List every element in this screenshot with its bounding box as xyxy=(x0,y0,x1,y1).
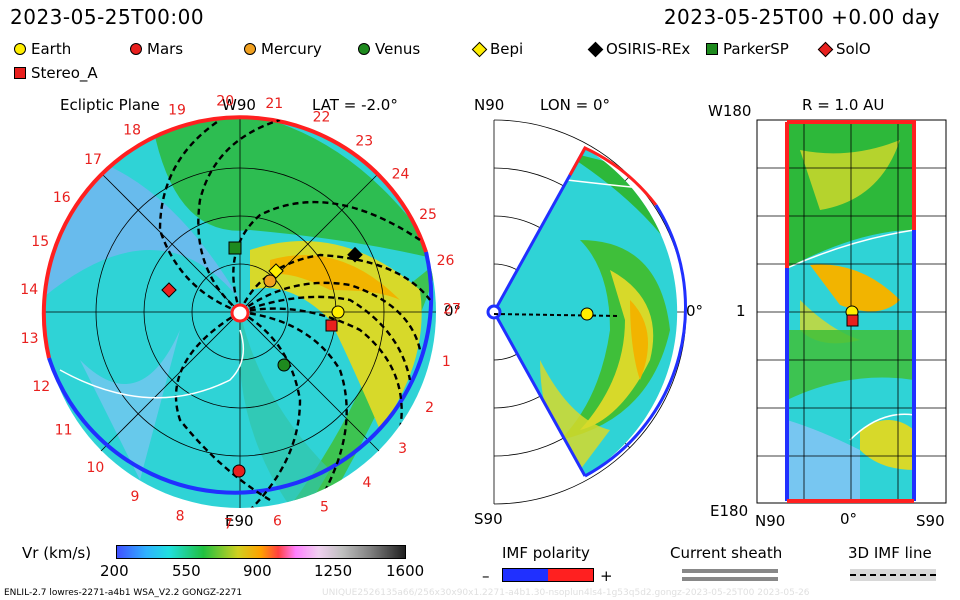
legend-item-osiris-rex: OSIRIS-REx xyxy=(587,40,690,58)
solo-marker-icon xyxy=(817,41,834,57)
carrington-label: 11 xyxy=(55,423,73,439)
meridional-sun-icon xyxy=(486,304,502,320)
colorbar-tick-200: 200 xyxy=(100,562,129,580)
venus-marker-icon xyxy=(358,43,370,55)
imf-minus-label: – xyxy=(482,567,490,585)
stereo-a-icon xyxy=(325,319,338,332)
carrington-label: 14 xyxy=(20,282,38,298)
legend-item-mercury: Mercury xyxy=(244,40,322,58)
mercury-icon xyxy=(263,274,277,288)
carrington-label: 17 xyxy=(84,152,102,168)
colorbar-tick-1250: 1250 xyxy=(314,562,353,580)
imf-polarity-title: IMF polarity xyxy=(502,544,590,562)
sphere-map-plot xyxy=(756,119,947,504)
colorbar-label: Vr (km/s) xyxy=(22,544,92,562)
carrington-label: 24 xyxy=(392,167,410,183)
ecliptic-title: Ecliptic Plane xyxy=(60,96,160,114)
imf-3d-line-title: 3D IMF line xyxy=(848,544,932,562)
ecliptic-lat: LAT = -2.0° xyxy=(312,96,398,114)
carrington-label: 13 xyxy=(21,331,39,347)
carrington-label: 8 xyxy=(176,508,185,524)
colorbar-tick-550: 550 xyxy=(172,562,201,580)
legend-item-bepi: Bepi xyxy=(471,40,523,58)
carrington-label: 26 xyxy=(437,253,455,269)
carrington-label: 6 xyxy=(273,514,282,530)
earth-icon xyxy=(331,305,345,319)
current-sheath-swatch xyxy=(682,569,778,581)
meridional-bottom-label: S90 xyxy=(474,510,503,528)
current-sheath-title: Current sheath xyxy=(670,544,783,562)
sphere-top-left-label: W180 xyxy=(708,102,752,120)
carrington-label: 5 xyxy=(320,499,329,515)
solo-icon xyxy=(161,282,177,298)
meridional-right-label: 0° xyxy=(686,302,704,320)
carrington-label: 7 xyxy=(224,517,233,530)
sphere-stereo-a-icon xyxy=(846,314,859,327)
timestamp: 2023-05-25T00:00 xyxy=(10,5,205,29)
carrington-label: 25 xyxy=(419,207,437,223)
osiris-rex-icon xyxy=(347,246,363,263)
carrington-label: 1 xyxy=(442,354,451,370)
legend-item-earth: Earth xyxy=(14,40,71,58)
carrington-label: 27 xyxy=(443,302,461,318)
imf-positive-swatch xyxy=(548,569,593,581)
colorbar-tick-1600: 1600 xyxy=(386,562,425,580)
sphere-radius: R = 1.0 AU xyxy=(802,96,885,114)
carrington-label: 9 xyxy=(131,489,140,505)
run-time: 2023-05-25T00 +0.00 day xyxy=(663,5,940,29)
bepi-marker-icon xyxy=(471,41,488,57)
model-info: ENLIL-2.7 lowres-2271-a4b1 WSA_V2.2 GONG… xyxy=(4,588,243,598)
legend-item-stereo-a: Stereo_A xyxy=(14,64,98,82)
legend-item-venus: Venus xyxy=(358,40,420,58)
sphere-xtick-s90: S90 xyxy=(916,512,945,530)
run-identifier: UNIQUE2526135a66/256x30x90x1.2271-a4b1.3… xyxy=(322,588,810,598)
carrington-label: 16 xyxy=(53,190,71,206)
osiris-rex-marker-icon xyxy=(587,41,604,57)
stereo-a-marker-icon xyxy=(14,67,26,79)
mars-marker-icon xyxy=(130,43,142,55)
ecliptic-right-label: 0° xyxy=(444,302,462,320)
carrington-label: 2 xyxy=(425,400,434,416)
mars-icon xyxy=(232,464,246,478)
meridional-top-label: N90 xyxy=(474,96,505,114)
legend-item-parkersp: ParkerSP xyxy=(706,40,789,58)
carrington-label: 19 xyxy=(168,103,186,119)
carrington-label: 12 xyxy=(32,379,50,395)
venus-icon xyxy=(277,358,291,372)
meridional-lon: LON = 0° xyxy=(540,96,610,114)
meridional-earth-icon xyxy=(580,307,594,321)
imf-plus-label: + xyxy=(600,567,613,585)
sphere-xtick-n90: N90 xyxy=(755,512,786,530)
carrington-label: 4 xyxy=(363,475,372,491)
sun-icon xyxy=(230,303,250,323)
colorbar-tick-900: 900 xyxy=(243,562,272,580)
ecliptic-top-label: W90 xyxy=(222,96,256,114)
parkersp-icon xyxy=(228,241,242,255)
legend-item-mars: Mars xyxy=(130,40,183,58)
carrington-label: 20 xyxy=(216,94,234,110)
carrington-label: 21 xyxy=(265,96,283,112)
legend-item-solo: SolO xyxy=(817,40,871,58)
carrington-label: 15 xyxy=(31,234,49,250)
parkersp-marker-icon xyxy=(706,43,718,55)
earth-marker-icon xyxy=(14,43,26,55)
carrington-label: 3 xyxy=(398,441,407,457)
imf-polarity-bar xyxy=(502,568,594,582)
carrington-label: 10 xyxy=(86,460,104,476)
ecliptic-bottom-label: E90 xyxy=(225,512,254,530)
carrington-label: 18 xyxy=(123,123,141,139)
carrington-label: 23 xyxy=(355,133,373,149)
sphere-xtick-0: 0° xyxy=(840,510,858,528)
imf-negative-swatch xyxy=(503,569,548,581)
sphere-bottom-left-label: E180 xyxy=(710,502,749,520)
mercury-marker-icon xyxy=(244,43,256,55)
carrington-label: 22 xyxy=(313,109,331,125)
meridional-plane-plot xyxy=(486,119,687,505)
velocity-colorbar xyxy=(116,545,406,559)
bepi-icon xyxy=(268,263,284,279)
imf-3d-line-swatch xyxy=(850,569,936,581)
sphere-mid-left-label: 1 xyxy=(736,302,746,320)
